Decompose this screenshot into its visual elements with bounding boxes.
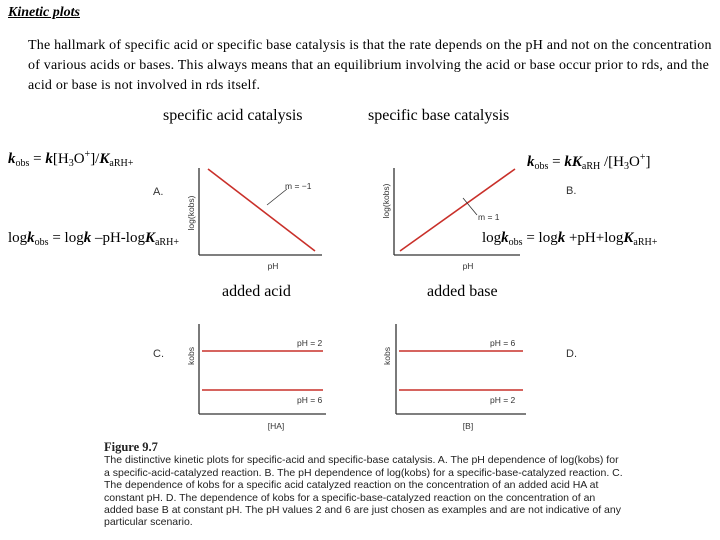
header-base: specific base catalysis: [368, 107, 510, 124]
eq-K: K: [99, 151, 110, 167]
eq-rest: –pH-log: [91, 230, 145, 246]
plot-d-ylabel: kobs: [382, 347, 392, 365]
eq-plus: +: [84, 149, 91, 160]
eq-obs: obs: [508, 237, 523, 248]
equation-acid-rate: kobs = k[H3O+]/KaRH+: [8, 149, 133, 169]
eq-k2: k: [45, 151, 53, 167]
plot-b-ylabel: log(kobs): [381, 183, 391, 218]
plot-d-label-bottom: pH = 2: [490, 395, 516, 405]
plot-b: log(kobs) m = 1 B. pH: [381, 168, 576, 271]
eq-h: [H: [52, 151, 69, 167]
plot-a: A. log(kobs) m = −1 pH: [153, 168, 322, 271]
eq-ka: aRH: [581, 161, 601, 172]
plot-b-pointer: [462, 197, 478, 216]
equation-base-rate: kobs = kKaRH /[H3O+]: [527, 152, 650, 172]
plot-a-data-line: [207, 168, 316, 252]
eq-ka: aRH+: [109, 158, 134, 169]
eq-k: k: [501, 230, 509, 246]
plot-b-letter: B.: [566, 185, 576, 197]
eq-rest: +pH+log: [565, 230, 624, 246]
eq-ka: aRH+: [633, 237, 658, 248]
eq-obs: obs: [34, 237, 49, 248]
plot-c: C. kobs pH = 2 pH = 6 [HA]: [153, 324, 326, 431]
caption-text: The distinctive kinetic plots for specif…: [104, 454, 623, 529]
eq-k: k: [527, 154, 535, 170]
plot-d-label-top: pH = 6: [490, 338, 516, 348]
eq-obs: obs: [534, 161, 549, 172]
eq-ka: aRH+: [154, 237, 179, 248]
page-title: Kinetic plots: [8, 5, 80, 20]
eq-k2: k: [557, 230, 566, 246]
eq-eq: =: [29, 151, 46, 167]
sublabel-added-acid: added acid: [222, 283, 291, 300]
plot-b-xlabel: pH: [463, 261, 474, 271]
eq-k: k: [8, 151, 16, 167]
sublabel-added-base: added base: [427, 283, 498, 300]
eq-close: ]: [645, 154, 651, 170]
eq-close: ]/: [90, 151, 100, 167]
eq-slash: /[H: [600, 154, 624, 170]
equation-acid-log: logkobs = logk –pH-logKaRH+: [8, 230, 179, 248]
eq-o: O: [73, 151, 85, 167]
plot-a-ylabel: log(kobs): [186, 195, 196, 230]
eq-eq: =: [548, 154, 565, 170]
eq-eq: = log: [48, 230, 84, 246]
plot-d: kobs pH = 6 pH = 2 D. [B]: [382, 324, 577, 431]
eq-K: K: [623, 230, 634, 246]
plot-c-letter: C.: [153, 348, 164, 360]
plot-c-label-bottom: pH = 6: [297, 395, 323, 405]
eq-k2: k: [83, 230, 92, 246]
intro-paragraph: The hallmark of specific acid or specifi…: [28, 38, 712, 93]
eq-log: log: [8, 230, 28, 246]
eq-obs: obs: [15, 158, 30, 169]
plot-a-xlabel: pH: [268, 261, 279, 271]
plot-a-annotation: m = −1: [285, 181, 312, 191]
header-acid: specific acid catalysis: [163, 107, 303, 124]
eq-kK: kK: [564, 154, 582, 170]
plot-c-label-top: pH = 2: [297, 338, 323, 348]
plot-b-annotation: m = 1: [478, 212, 500, 222]
plot-d-xlabel: [B]: [463, 421, 473, 431]
plot-d-letter: D.: [566, 348, 577, 360]
eq-plus: +: [639, 152, 646, 163]
eq-log: log: [482, 230, 502, 246]
figure-caption: Figure 9.7 The distinctive kinetic plots…: [104, 441, 624, 529]
plot-a-letter: A.: [153, 186, 163, 198]
plot-a-pointer: [266, 188, 288, 206]
eq-3: 3: [623, 161, 629, 172]
eq-K: K: [144, 230, 155, 246]
caption-heading: Figure 9.7: [104, 440, 158, 454]
eq-eq: = log: [522, 230, 558, 246]
equation-base-log: logkobs = logk +pH+logKaRH+: [482, 230, 657, 248]
eq-3: 3: [68, 158, 74, 169]
eq-k: k: [27, 230, 35, 246]
plot-c-xlabel: [HA]: [268, 421, 285, 431]
plot-c-ylabel: kobs: [186, 347, 196, 365]
eq-o: O: [628, 154, 640, 170]
plot-b-data-line: [399, 168, 516, 252]
